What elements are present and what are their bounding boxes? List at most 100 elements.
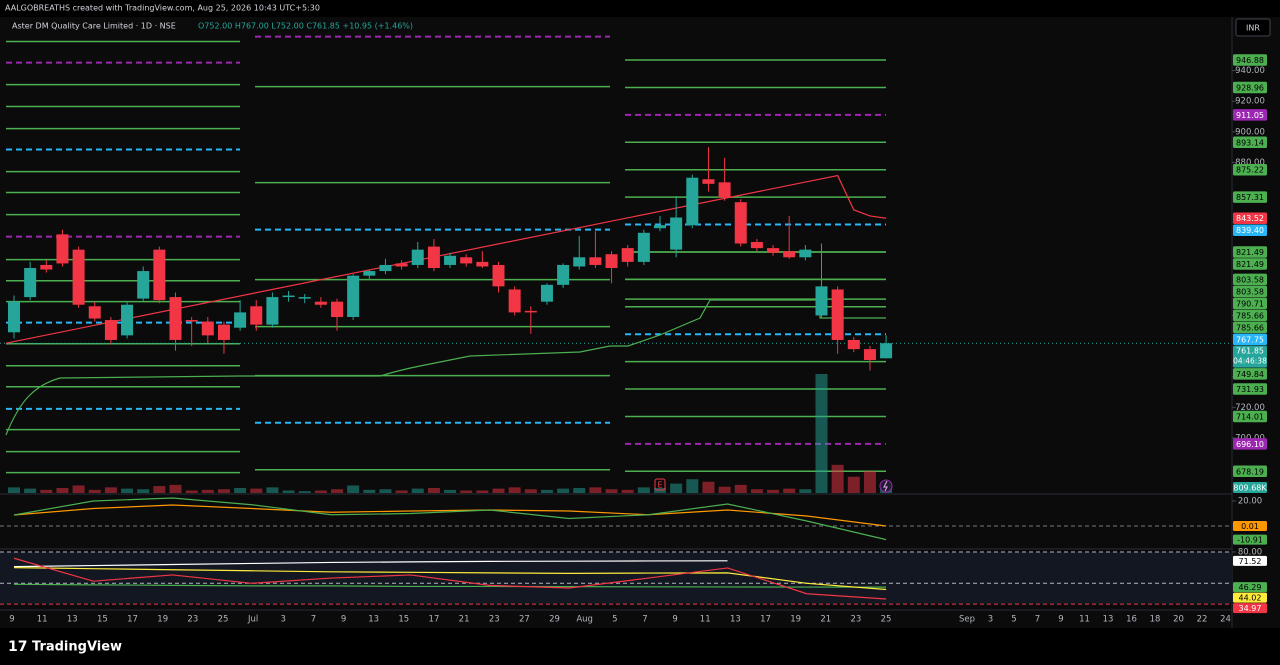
price-tag-label: 790.71	[1236, 299, 1264, 308]
price-tag-label: 843.52	[1236, 214, 1264, 223]
candle-body	[347, 275, 360, 317]
price-tag	[1233, 81, 1267, 94]
price-tag	[1233, 321, 1267, 334]
legend-title: Aster DM Quality Care Limited · 1D · NSE	[12, 22, 176, 31]
volume-bar	[589, 487, 602, 493]
candle-body	[8, 301, 20, 333]
volume-bar	[686, 479, 699, 493]
currency-label[interactable]: INR	[1246, 24, 1260, 33]
x-tick-label: 17	[760, 615, 771, 625]
candle-body	[250, 306, 263, 325]
price-tag-label: 893.14	[1236, 138, 1264, 147]
indicator-line	[13, 504, 887, 527]
x-tick-label: 13	[1103, 615, 1114, 625]
x-tick-label: 7	[1035, 615, 1040, 625]
candle-body	[589, 257, 602, 265]
price-tag	[1233, 345, 1267, 368]
x-tick-label: 21	[459, 615, 470, 625]
candle-body	[799, 249, 812, 258]
candle-body	[331, 301, 343, 317]
price-tag-label: 731.93	[1236, 385, 1264, 394]
candle-body	[427, 246, 440, 269]
candle-body	[831, 289, 844, 340]
indicator-line	[13, 567, 887, 591]
volume-bar	[40, 489, 53, 493]
price-tag	[1233, 582, 1267, 593]
x-tick-label: 11	[1079, 615, 1090, 625]
candle-body	[234, 312, 247, 328]
volume-bar	[524, 489, 537, 493]
candle-body	[718, 182, 731, 198]
price-tag	[1233, 258, 1267, 270]
volume-bar	[56, 487, 69, 493]
x-tick-label: 23	[489, 615, 500, 625]
y-tick-label: 720.00	[1235, 403, 1265, 413]
indicator-line	[13, 557, 887, 600]
background-layer: 940.00920.00900.00880.00780.00740.00720.…	[0, 35, 1265, 625]
volume-bar	[573, 487, 586, 493]
volume-bar	[750, 489, 763, 493]
price-tag-label: 803.58	[1236, 275, 1264, 284]
price-tag-label: 696.10	[1236, 440, 1264, 449]
price-tag-label: -10.91	[1237, 536, 1263, 545]
x-tick-label: 27	[519, 615, 530, 625]
volume-bar	[557, 488, 570, 493]
header-bar	[0, 0, 1280, 17]
y-tick-label: 900.00	[1235, 127, 1265, 137]
candle-body	[557, 264, 570, 285]
trend-line	[5, 174, 887, 344]
candle-body	[815, 286, 828, 316]
price-tag	[1233, 163, 1267, 176]
candle-body	[605, 254, 618, 269]
volume-bar	[799, 489, 812, 493]
volume-bar	[169, 484, 182, 493]
volume-bar	[621, 489, 634, 493]
candle-body	[540, 284, 553, 302]
price-tag	[1233, 410, 1267, 423]
volume-bar	[476, 490, 489, 493]
price-tag	[1233, 309, 1267, 322]
x-tick-label: 23	[187, 615, 198, 625]
candle-body	[395, 263, 408, 267]
price-tag-label: 0.01	[1241, 522, 1259, 531]
volume-bar	[185, 490, 198, 493]
x-tick-label: 23	[851, 615, 862, 625]
price-tag-label: 857.31	[1236, 193, 1264, 202]
indicator-line	[13, 560, 728, 568]
x-tick-label: 3	[281, 615, 286, 625]
price-tag	[1233, 109, 1267, 121]
price-tag	[1233, 191, 1267, 203]
price-tag	[1233, 297, 1267, 310]
volume-bar	[217, 489, 230, 493]
volume-bar	[234, 487, 247, 493]
indicator-line	[13, 497, 887, 541]
volume-bar	[767, 489, 780, 493]
candle-body	[56, 234, 69, 264]
volume-tag	[1233, 482, 1267, 493]
volume-bar	[702, 481, 715, 493]
x-tick-label: 18	[1150, 615, 1161, 625]
event-icon[interactable]	[879, 479, 893, 493]
price-tag-label: 911.05	[1236, 111, 1264, 120]
price-tag	[1233, 224, 1267, 236]
candle-body	[734, 202, 747, 244]
price-tag	[1233, 54, 1267, 66]
x-tick-label: 20	[1173, 615, 1184, 625]
x-tick-label: 3	[988, 615, 993, 625]
candle-body	[767, 248, 780, 253]
price-tag-label: 946.88	[1236, 56, 1264, 65]
x-tick-label: 5	[612, 615, 617, 625]
earnings-label: E	[657, 481, 662, 490]
volume-bar	[492, 488, 505, 493]
candle-body	[411, 249, 424, 265]
currency-button[interactable]	[1235, 18, 1271, 37]
price-tag	[1233, 333, 1267, 346]
candle-body	[185, 320, 198, 322]
volume-bar	[88, 489, 101, 493]
y-tick-label: 80.00	[1238, 547, 1262, 557]
price-tag	[1233, 520, 1267, 531]
volume-bar	[718, 486, 731, 493]
volume-bar	[847, 476, 860, 493]
